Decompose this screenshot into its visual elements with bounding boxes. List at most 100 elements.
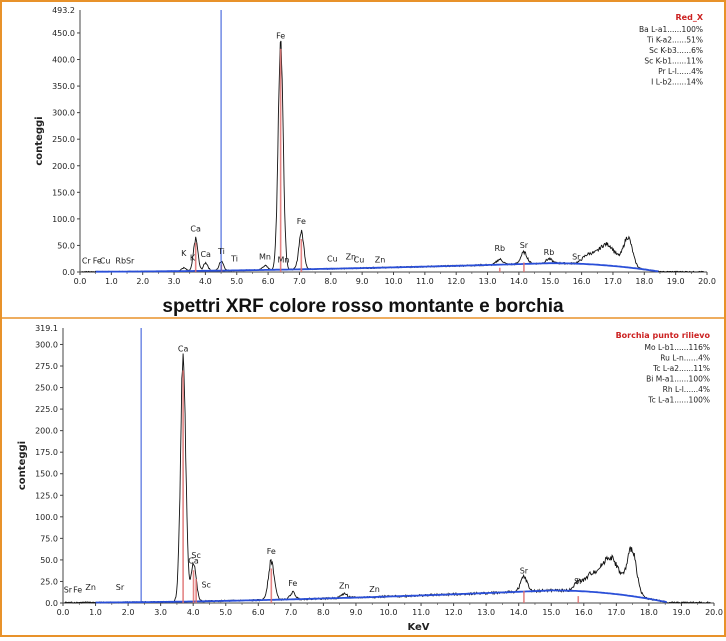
y-tick-label: 25.0: [40, 577, 58, 586]
element-label: Ca: [200, 250, 211, 259]
element-label: Sr: [572, 252, 581, 261]
y-max-label: 319.1: [35, 324, 58, 333]
x-tick-label: 16.0: [573, 277, 591, 286]
element-label: Rb: [494, 244, 505, 253]
element-label: Rb: [115, 257, 126, 266]
element-label: Fe: [93, 257, 102, 266]
legend-entry: Ba L-a1......100%: [639, 25, 703, 34]
element-label: Zn: [339, 581, 350, 590]
x-tick-label: 18.0: [640, 608, 658, 617]
element-label: Sr: [520, 241, 529, 250]
background-fit-line: [95, 589, 668, 604]
x-axis-label: KeV: [407, 622, 429, 633]
y-tick-label: 200.0: [35, 427, 58, 436]
y-tick-label: 300.0: [35, 340, 58, 349]
x-tick-label: 6.0: [262, 277, 275, 286]
element-label: Rb: [544, 248, 555, 257]
figure-caption: spettri XRF colore rosso montante e borc…: [162, 296, 564, 317]
element-label: Ti: [230, 254, 238, 263]
x-tick-label: 16.0: [575, 608, 593, 617]
legend-title: Red_X: [676, 13, 704, 22]
spectrum-line: [64, 353, 711, 604]
element-label: Sr: [116, 583, 125, 592]
y-tick-label: 125.0: [35, 491, 58, 500]
element-label: Sr: [64, 586, 73, 595]
legend-entry: Pr L-l......4%: [658, 67, 703, 76]
x-tick-label: 3.0: [154, 608, 167, 617]
y-tick-label: 400.0: [52, 56, 75, 65]
element-label: Sc: [201, 580, 210, 589]
element-label: Sc: [191, 551, 200, 560]
y-axis-label: conteggi: [34, 116, 45, 165]
y-tick-label: 450.0: [52, 29, 75, 38]
y-tick-label: 75.0: [40, 534, 58, 543]
x-tick-label: 15.0: [542, 608, 560, 617]
element-label: Zn: [85, 583, 96, 592]
x-tick-label: 7.0: [293, 277, 306, 286]
y-tick-label: 175.0: [35, 448, 58, 457]
element-label: Fe: [73, 586, 82, 595]
y-axis-label: conteggi: [17, 441, 28, 490]
x-tick-label: 19.0: [667, 277, 685, 286]
x-tick-label: 4.0: [199, 277, 212, 286]
legend-entry: Bi M-a1......100%: [646, 375, 710, 384]
y-tick-label: 150.0: [35, 470, 58, 479]
y-tick-label: 250.0: [52, 135, 75, 144]
element-label: Cu: [100, 257, 111, 266]
legend-entry: Tc L-a2......11%: [652, 364, 710, 373]
element-label: Ti: [217, 247, 225, 256]
x-tick-label: 3.0: [168, 277, 181, 286]
legend-entry: Ti K-a2......51%: [646, 36, 703, 45]
x-tick-label: 2.0: [136, 277, 149, 286]
legend-entry: Sc K-b1......11%: [644, 57, 703, 66]
element-label: Zn: [369, 585, 380, 594]
x-tick-label: 18.0: [635, 277, 653, 286]
x-tick-label: 10.0: [385, 277, 403, 286]
legend-entry: Mo L-b1......116%: [645, 343, 710, 352]
y-tick-label: 275.0: [35, 362, 58, 371]
y-tick-label: 200.0: [52, 162, 75, 171]
element-label: Ca: [188, 556, 199, 565]
x-tick-label: 0.0: [74, 277, 87, 286]
y-tick-label: 50.0: [57, 241, 75, 250]
x-tick-label: 17.0: [607, 608, 625, 617]
y-tick-label: 100.0: [52, 215, 75, 224]
x-tick-label: 8.0: [324, 277, 337, 286]
legend-title: Borchia punto rilievo: [616, 331, 711, 340]
x-tick-label: 6.0: [252, 608, 265, 617]
x-tick-label: 15.0: [541, 277, 559, 286]
legend-entry: I L-b2......14%: [651, 78, 703, 87]
x-tick-label: 12.0: [445, 608, 463, 617]
element-label: Ca: [178, 344, 189, 353]
legend-entry: Rh L-l......4%: [663, 385, 710, 394]
x-tick-label: 7.0: [284, 608, 297, 617]
x-tick-label: 5.0: [219, 608, 232, 617]
legend-entry: Sc K-b3......6%: [649, 46, 703, 55]
element-label: Fe: [297, 217, 306, 226]
x-tick-label: 19.0: [673, 608, 691, 617]
x-tick-label: 10.0: [380, 608, 398, 617]
x-tick-label: 20.0: [698, 277, 716, 286]
x-tick-label: 11.0: [412, 608, 430, 617]
x-tick-label: 13.0: [479, 277, 497, 286]
element-label: Zn: [375, 255, 386, 264]
element-label: Fe: [276, 31, 285, 40]
element-label: Fe: [267, 547, 276, 556]
x-tick-label: 2.0: [122, 608, 135, 617]
x-tick-label: 0.0: [57, 608, 70, 617]
element-label: Fe: [288, 579, 297, 588]
x-tick-label: 8.0: [317, 608, 330, 617]
spectrum-line: [81, 40, 704, 273]
x-tick-label: 14.0: [510, 608, 528, 617]
x-tick-label: 9.0: [356, 277, 369, 286]
element-label: Cu: [327, 254, 338, 263]
y-tick-label: 100.0: [35, 513, 58, 522]
x-tick-label: 1.0: [105, 277, 118, 286]
y-tick-label: 350.0: [52, 82, 75, 91]
y-tick-label: 225.0: [35, 405, 58, 414]
x-tick-label: 14.0: [510, 277, 528, 286]
element-label: Mn: [259, 252, 271, 261]
y-tick-label: 50.0: [40, 556, 58, 565]
